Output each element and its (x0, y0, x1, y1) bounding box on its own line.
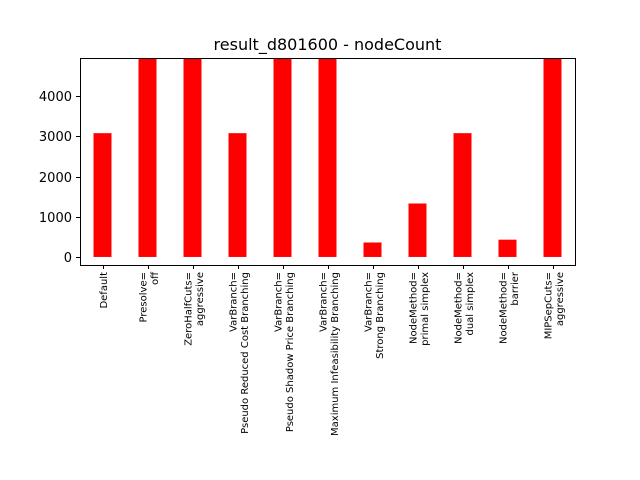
x-tick-label-line: Strong Branching (375, 272, 386, 359)
bar (228, 133, 247, 257)
x-tick-label-line: Presolve= (138, 272, 149, 322)
x-tick-label: MIPSepCuts=aggressive (543, 272, 566, 339)
y-tick-label: 1000 (39, 211, 72, 226)
y-tick-label: 4000 (39, 90, 72, 105)
x-tick-label: VarBranch=Strong Branching (363, 272, 386, 359)
x-tick-label-line: VarBranch= (273, 272, 284, 332)
x-tick-label: Default (99, 272, 110, 309)
x-tick-label: ZeroHalfCuts=aggressive (183, 272, 206, 346)
y-axis: 0 1000 2000 3000 4000 (39, 90, 80, 266)
x-tick-label: VarBranch=Pseudo Shadow Price Branching (273, 272, 296, 432)
x-tick-label-line: MIPSepCuts= (543, 272, 554, 339)
bar (93, 133, 112, 257)
chart-title: result_d801600 - nodeCount (214, 35, 442, 55)
x-tick-label-line: aggressive (555, 272, 566, 326)
x-tick-label-line: dual simplex (465, 272, 476, 336)
x-tick-label-line: Default (99, 272, 110, 309)
x-tick-label-line: Pseudo Reduced Cost Branching (240, 272, 251, 434)
x-tick-label-line: Pseudo Shadow Price Branching (285, 272, 296, 432)
x-tick-label-line: ZeroHalfCuts= (183, 272, 194, 346)
x-tick-label: Presolve=off (138, 271, 161, 323)
x-tick-label: NodeMethod=primal simplex (408, 272, 431, 346)
x-tick-label-line: VarBranch= (363, 272, 374, 332)
y-tick-label: 2000 (39, 171, 72, 186)
bar (453, 133, 472, 257)
x-tick-label: NodeMethod=barrier (498, 271, 521, 344)
y-tick-label: 3000 (39, 130, 72, 145)
bar (498, 239, 517, 257)
x-tick-label-line: off (150, 271, 161, 285)
y-tick-label: 0 (64, 251, 72, 266)
bar (363, 242, 382, 257)
x-axis: Default Presolve=off ZeroHalfCuts=aggressi… (99, 265, 566, 436)
bar (183, 58, 202, 257)
x-tick-label-line: VarBranch= (318, 272, 329, 332)
x-tick-label-line: VarBranch= (228, 272, 239, 332)
bar (138, 58, 157, 257)
x-tick-label: VarBranch=Pseudo Reduced Cost Branching (228, 272, 251, 434)
bar (273, 58, 292, 257)
x-tick-label-line: NodeMethod= (408, 272, 419, 344)
plot-frame (80, 58, 576, 266)
x-tick-label-line: primal simplex (420, 272, 431, 346)
x-tick-label-line: barrier (510, 271, 521, 305)
bar (408, 203, 427, 257)
bars-group (93, 58, 562, 257)
x-tick-label-line: NodeMethod= (453, 272, 464, 344)
x-tick-label: NodeMethod=dual simplex (453, 272, 476, 344)
x-tick-label-line: NodeMethod= (498, 272, 509, 344)
x-tick-label-line: Maximum Infeasibility Branching (330, 272, 341, 436)
bar (543, 58, 562, 257)
x-tick-label-line: aggressive (195, 272, 206, 326)
x-tick-label: VarBranch=Maximum Infeasibility Branchin… (318, 272, 341, 436)
bar (318, 58, 337, 257)
